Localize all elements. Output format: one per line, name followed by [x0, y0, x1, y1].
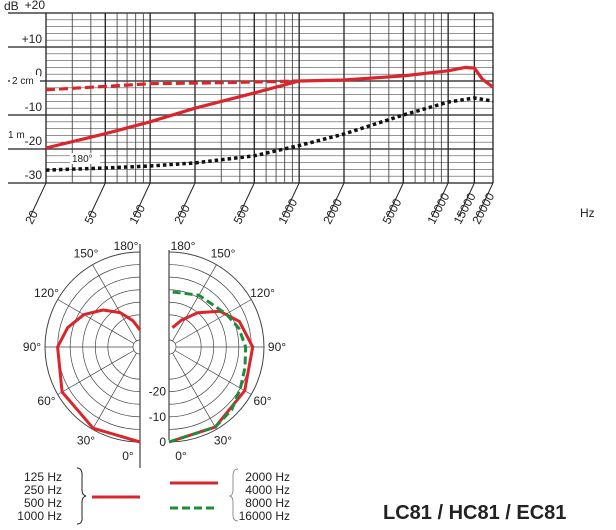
x-tick-label: 100: [126, 202, 148, 227]
y-tick-label: +10: [22, 32, 43, 46]
polar-db-label: -10: [149, 410, 167, 424]
legend-brace-right: [228, 468, 239, 522]
x-tick-slant: [327, 182, 345, 218]
polar-spoke: [172, 264, 217, 342]
x-tick-slant: [133, 182, 151, 218]
x-tick-slant: [476, 182, 494, 218]
x-axis-unit-label: Hz: [580, 206, 595, 220]
x-tick-slant: [431, 182, 449, 218]
x-tick-label: 2000: [320, 196, 345, 226]
x-tick-label: 500: [231, 202, 253, 227]
x-tick-label: 200: [171, 202, 193, 227]
polar-angle-label: 90°: [23, 340, 41, 354]
product-title: LC81 / HC81 / EC81: [383, 502, 566, 524]
polar-spoke: [174, 350, 252, 395]
series-label: 2 cm: [12, 76, 34, 87]
series-label: 1 m: [8, 130, 25, 141]
polar-center-hole: [132, 339, 141, 355]
series-line: [45, 65, 494, 150]
x-tick-slant: [237, 182, 255, 218]
polar-angle-label: 120°: [250, 286, 275, 300]
x-tick-label: 20: [22, 208, 41, 227]
series-line: [45, 79, 300, 92]
polar-angle-label: 90°: [268, 340, 286, 354]
x-tick-slant: [282, 182, 300, 218]
polar-angle-label: 30°: [214, 434, 232, 448]
polar-angle-label: 180°: [171, 239, 196, 253]
legend-frequency-right: 16000 Hz: [239, 509, 290, 523]
polar-center-hole: [168, 339, 177, 355]
legend-frequency-right: 2000 Hz: [245, 470, 290, 484]
polar-angle-label: 60°: [37, 394, 55, 408]
legend-frequency-left: 500 Hz: [24, 496, 62, 510]
polar-angle-label: 0°: [122, 449, 134, 463]
polar-spoke: [174, 299, 252, 344]
y-axis-unit-label: dB: [4, 0, 19, 13]
x-tick-slant: [457, 182, 475, 218]
polar-series-line: [56, 308, 142, 444]
polar-angle-label: 120°: [34, 286, 59, 300]
x-tick-slant: [88, 182, 106, 218]
polar-angle-label: 60°: [253, 394, 271, 408]
x-tick-slant: [178, 182, 196, 218]
x-tick-label: 5000: [380, 196, 405, 226]
series-label-bg: [70, 153, 100, 164]
x-tick-label: 1000: [275, 196, 300, 226]
legend-frequency-right: 8000 Hz: [245, 496, 290, 510]
left-half: 0° 30° 60° 90° 120° 150° 180°: [23, 239, 142, 468]
polar-db-label: -20: [149, 385, 167, 399]
polar-spoke: [92, 264, 137, 342]
polar-angle-label: 30°: [77, 434, 95, 448]
y-tick-label: 0: [35, 66, 42, 80]
legend-brace-left: [76, 467, 87, 525]
polar-angle-label: 150°: [211, 246, 236, 260]
legend-frequency-left: 125 Hz: [24, 470, 62, 484]
polar-spoke: [57, 299, 135, 344]
series-label: 180°: [72, 154, 93, 165]
legend-frequency-right: 4000 Hz: [245, 483, 290, 497]
y-tick-label: -30: [25, 168, 43, 182]
polar-spoke: [92, 352, 137, 430]
polar-pattern-chart: 0° 30° 60° 90° 120° 150° 180° 0° 30° 60° 90° 120° 15…: [23, 239, 286, 468]
y-tick-label: -10: [25, 100, 43, 114]
polar-spoke: [57, 350, 135, 395]
right-half: 0° 30° 60° 90° 120° 150° 180°: [168, 239, 286, 463]
legend-frequency-left: 1000 Hz: [17, 509, 62, 523]
polar-db-label: 0: [159, 435, 166, 449]
x-tick-slant: [29, 182, 47, 218]
polar-angle-label: 150°: [74, 246, 99, 260]
polar-angle-label: 0°: [175, 449, 187, 463]
x-tick-slant: [386, 182, 404, 218]
legend-frequency-left: 250 Hz: [24, 483, 62, 497]
x-tick-label: 50: [82, 208, 101, 227]
y-tick-label: +20: [25, 0, 46, 12]
polar-spoke: [172, 352, 217, 430]
series-label-bg: [6, 129, 30, 140]
x-tick-label: 10000: [424, 190, 452, 226]
series-line: [45, 96, 494, 172]
polar-series-line: [168, 290, 248, 444]
series-label-bg: [10, 75, 40, 86]
polar-angle-label: 180°: [114, 239, 139, 253]
